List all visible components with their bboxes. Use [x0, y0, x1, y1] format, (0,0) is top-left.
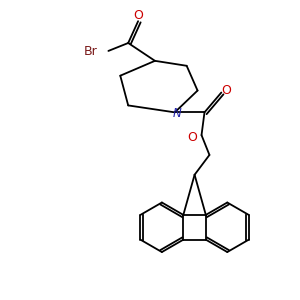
Text: O: O — [221, 84, 231, 97]
Text: O: O — [188, 130, 197, 144]
Text: O: O — [133, 9, 143, 22]
Text: N: N — [172, 107, 181, 120]
Text: Br: Br — [84, 45, 98, 58]
